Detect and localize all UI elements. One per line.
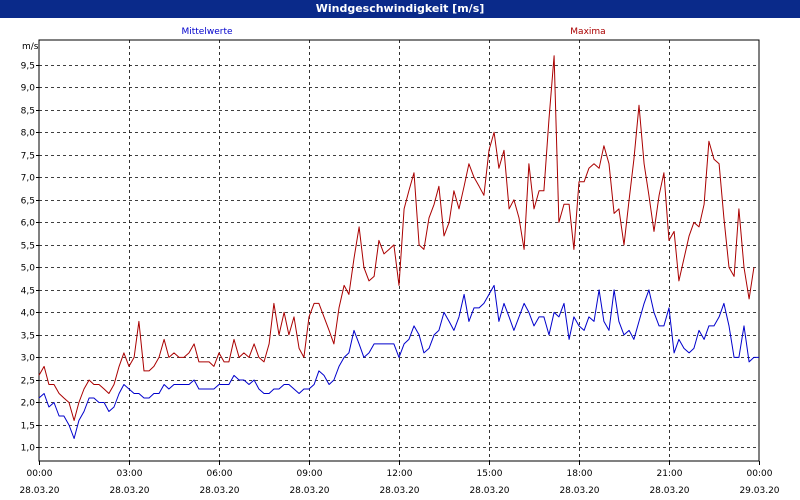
y-tick-label: 1,0 (21, 444, 36, 454)
grid-lines (39, 40, 759, 461)
series-line-mittelwerte (38, 284, 759, 439)
y-tick-label: 9,5 (21, 62, 35, 72)
y-tick-label: 9,0 (21, 84, 36, 94)
y-tick-label: 6,5 (21, 197, 35, 207)
x-tick-time: 15:00 (477, 469, 503, 479)
y-tick-label: 3,0 (21, 354, 36, 364)
x-axis: 00:00 28.03.20 03:00 28.03.20 06:00 28.03.20 0… (19, 461, 780, 496)
x-tick-time: 00:00 (27, 469, 53, 479)
x-tick-time: 12:00 (387, 469, 413, 479)
y-axis-label: m/s (22, 42, 39, 52)
y-tick-label: 8,0 (21, 129, 36, 139)
x-tick-time: 18:00 (567, 469, 593, 479)
x-tick-date: 28.03.20 (199, 486, 239, 496)
series-lines (38, 55, 759, 439)
y-tick-label: 6,0 (21, 219, 36, 229)
x-tick-date: 29.03.20 (739, 486, 779, 496)
y-tick-label: 5,5 (21, 242, 35, 252)
y-tick-label: 1,5 (21, 422, 35, 432)
chart-canvas: 1,0 1,5 2,0 2,5 3,0 3,5 4,0 4,5 5,0 5,5 6,0 6,5 7,0 7… (19, 27, 780, 496)
x-tick-date: 28.03.20 (559, 486, 599, 496)
y-tick-label: 5,0 (21, 264, 36, 274)
y-tick-label: 7,5 (21, 152, 35, 162)
x-tick-time: 00:00 (747, 469, 773, 479)
y-tick-label: 3,5 (21, 332, 35, 342)
y-axis: 1,0 1,5 2,0 2,5 3,0 3,5 4,0 4,5 5,0 5,5 6,0 6,5 7,0 7… (21, 62, 39, 454)
x-tick-date: 28.03.20 (19, 486, 59, 496)
x-tick-date: 28.03.20 (649, 486, 689, 496)
x-tick-time: 09:00 (297, 469, 323, 479)
chart-title: Windgeschwindigkeit [m/s] (0, 0, 800, 18)
y-tick-label: 4,0 (21, 309, 36, 319)
legend-mittelwerte: Mittelwerte (181, 27, 232, 37)
y-tick-label: 2,5 (21, 377, 35, 387)
y-tick-label: 7,0 (21, 174, 36, 184)
legend-maxima: Maxima (570, 27, 605, 37)
x-tick-date: 28.03.20 (289, 486, 329, 496)
y-tick-label: 4,5 (21, 287, 35, 297)
y-tick-label: 2,0 (21, 399, 36, 409)
x-tick-date: 28.03.20 (379, 486, 419, 496)
x-tick-time: 03:00 (117, 469, 143, 479)
x-tick-time: 21:00 (657, 469, 683, 479)
x-tick-time: 06:00 (207, 469, 233, 479)
x-tick-date: 28.03.20 (109, 486, 149, 496)
y-tick-label: 8,5 (21, 107, 35, 117)
x-tick-date: 28.03.20 (469, 486, 509, 496)
series-line-maxima (38, 55, 755, 421)
